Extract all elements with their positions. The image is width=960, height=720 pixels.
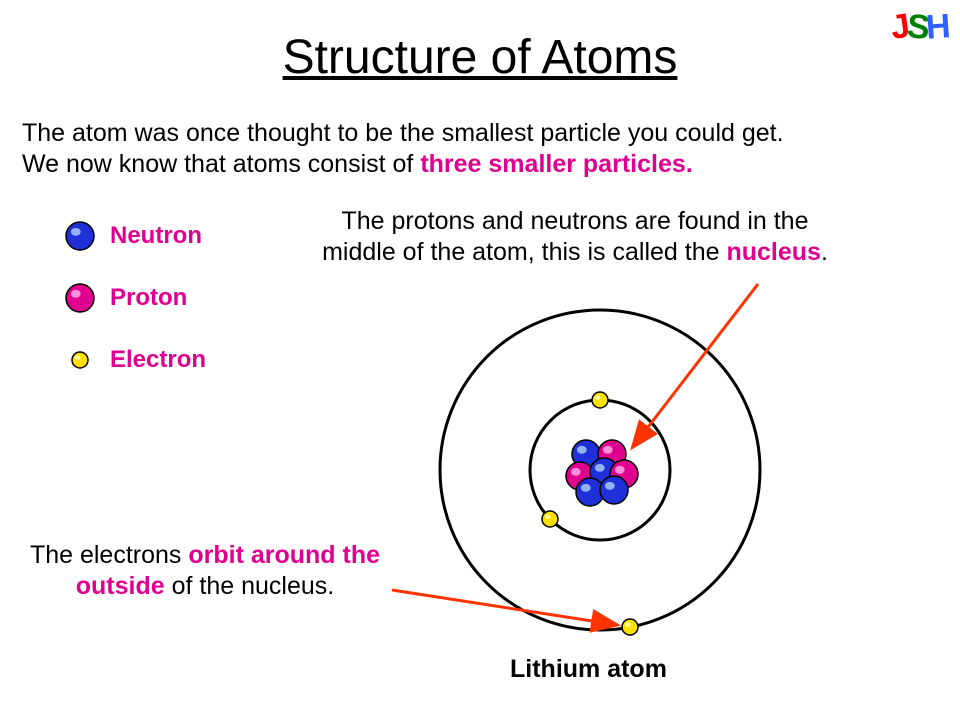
legend-row-neutron: Neutron xyxy=(50,205,270,267)
electron-icon xyxy=(50,340,110,380)
proton-icon xyxy=(50,278,110,318)
legend: Neutron Proton Electron xyxy=(50,205,270,391)
page-title: Structure of Atoms xyxy=(0,30,960,85)
neutron-icon xyxy=(50,216,110,256)
nucleus-a: The protons and neutrons are found in th… xyxy=(342,207,809,235)
atom-diagram xyxy=(400,290,800,650)
atom-label: Lithium atom xyxy=(510,655,667,684)
intro-text: The atom was once thought to be the smal… xyxy=(22,118,932,181)
nucleus-b: middle of the atom, this is called the xyxy=(322,238,726,266)
legend-row-proton: Proton xyxy=(50,267,270,329)
legend-label-proton: Proton xyxy=(110,284,187,312)
intro-line2b: three smaller particles. xyxy=(420,150,692,178)
orbit-text: The electrons orbit around the outside o… xyxy=(20,540,390,603)
intro-line2a: We now know that atoms consist of xyxy=(22,150,420,178)
intro-line1: The atom was once thought to be the smal… xyxy=(22,119,784,147)
orbit-a: The electrons xyxy=(30,541,188,569)
nucleus-c: nucleus xyxy=(726,238,820,266)
legend-label-neutron: Neutron xyxy=(110,222,202,250)
nucleus-d: . xyxy=(821,238,828,266)
nucleus-text: The protons and neutrons are found in th… xyxy=(275,206,875,269)
orbit-c: of the nucleus. xyxy=(165,572,335,600)
legend-label-electron: Electron xyxy=(110,346,206,374)
legend-row-electron: Electron xyxy=(50,329,270,391)
